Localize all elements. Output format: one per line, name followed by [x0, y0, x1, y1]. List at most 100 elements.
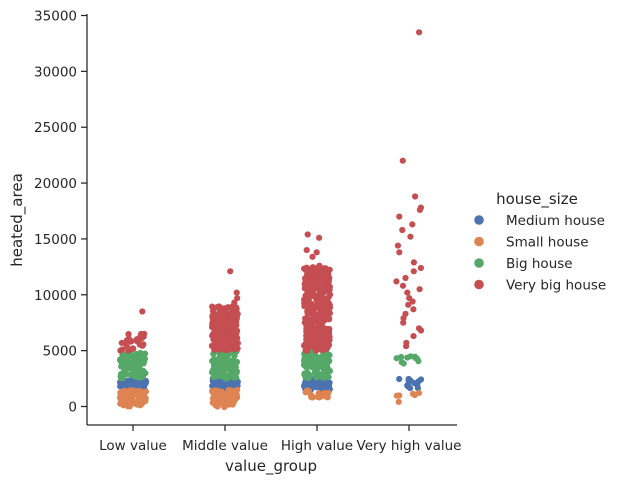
data-point	[125, 331, 132, 338]
data-point	[303, 283, 310, 290]
data-point	[317, 286, 324, 294]
data-point	[316, 394, 323, 401]
data-point	[317, 338, 324, 346]
data-point	[411, 353, 419, 360]
data-point	[322, 390, 329, 397]
data-point	[303, 247, 310, 254]
data-point	[231, 346, 238, 353]
data-point	[210, 310, 217, 317]
data-point	[324, 272, 331, 279]
data-point	[211, 356, 218, 363]
y-tick-label: 10000	[34, 288, 77, 304]
data-point	[400, 360, 407, 367]
y-tick-label: 5000	[43, 344, 77, 360]
data-point	[213, 321, 220, 328]
data-point	[414, 385, 421, 392]
data-point	[228, 363, 236, 370]
data-point	[393, 278, 400, 285]
data-point	[138, 388, 145, 395]
data-point	[410, 259, 417, 266]
data-point	[402, 310, 409, 317]
data-point	[403, 339, 410, 346]
data-point	[405, 301, 412, 308]
data-point	[409, 221, 416, 228]
data-point	[129, 345, 137, 352]
x-tick-label: Middle value	[182, 438, 268, 454]
data-point	[217, 342, 224, 349]
data-point	[309, 311, 317, 319]
legend: house_size Medium house Small house Big ho…	[474, 190, 606, 294]
data-point	[312, 293, 319, 300]
y-tick-label: 30000	[34, 64, 77, 80]
data-point	[221, 393, 228, 400]
data-point	[305, 387, 312, 395]
data-point	[302, 347, 309, 354]
y-tick-label: 20000	[34, 176, 77, 192]
data-point	[316, 262, 323, 269]
data-point	[300, 361, 308, 369]
data-point	[231, 299, 238, 306]
data-point	[122, 391, 129, 398]
data-point	[134, 356, 141, 364]
data-point	[221, 310, 228, 317]
data-point	[410, 268, 417, 275]
data-point	[224, 399, 231, 406]
data-point	[129, 359, 136, 366]
data-point	[396, 392, 403, 399]
data-point	[233, 289, 240, 296]
data-point	[221, 361, 228, 368]
y-tick-label: 15000	[34, 232, 77, 248]
data-point	[209, 388, 216, 395]
data-point	[232, 367, 239, 374]
data-point	[407, 233, 414, 240]
legend-label: Very big house	[506, 278, 606, 294]
data-point	[412, 193, 419, 200]
data-point	[211, 380, 219, 387]
data-point	[305, 316, 312, 323]
data-point	[416, 29, 423, 36]
data-point	[305, 373, 313, 380]
data-point	[410, 333, 417, 340]
data-point	[214, 387, 221, 394]
data-point	[140, 379, 147, 386]
data-point	[308, 274, 315, 281]
data-point	[313, 249, 320, 256]
data-point	[326, 315, 333, 322]
data-point	[224, 374, 231, 382]
data-point	[404, 289, 411, 296]
data-point	[415, 358, 422, 365]
data-point	[396, 213, 403, 220]
series-very-big-house	[117, 29, 425, 354]
legend-label: Small house	[506, 235, 589, 251]
y-tick-label: 35000	[34, 9, 77, 25]
data-point	[323, 280, 330, 287]
data-point	[326, 309, 333, 316]
data-point	[142, 388, 149, 395]
series-big-house	[116, 347, 422, 382]
data-point	[231, 332, 238, 339]
data-point	[225, 343, 232, 351]
legend-label: Big house	[506, 256, 573, 272]
data-point	[417, 264, 424, 272]
data-point	[417, 327, 425, 334]
data-point	[122, 380, 129, 387]
data-point	[399, 157, 406, 164]
data-point	[215, 328, 222, 335]
data-point	[393, 355, 400, 362]
data-point	[415, 389, 423, 396]
legend-marker	[474, 215, 484, 225]
data-point	[302, 276, 309, 284]
data-point	[411, 380, 418, 387]
data-point	[221, 305, 228, 312]
data-point	[124, 403, 132, 410]
data-point	[230, 340, 237, 347]
data-point	[213, 394, 220, 401]
data-point	[120, 397, 127, 405]
data-point	[227, 309, 235, 317]
data-point	[394, 242, 401, 249]
y-tick-label: 25000	[34, 120, 77, 136]
data-point	[304, 231, 311, 238]
data-point	[214, 303, 221, 310]
data-point	[321, 328, 328, 335]
data-point	[313, 278, 320, 285]
